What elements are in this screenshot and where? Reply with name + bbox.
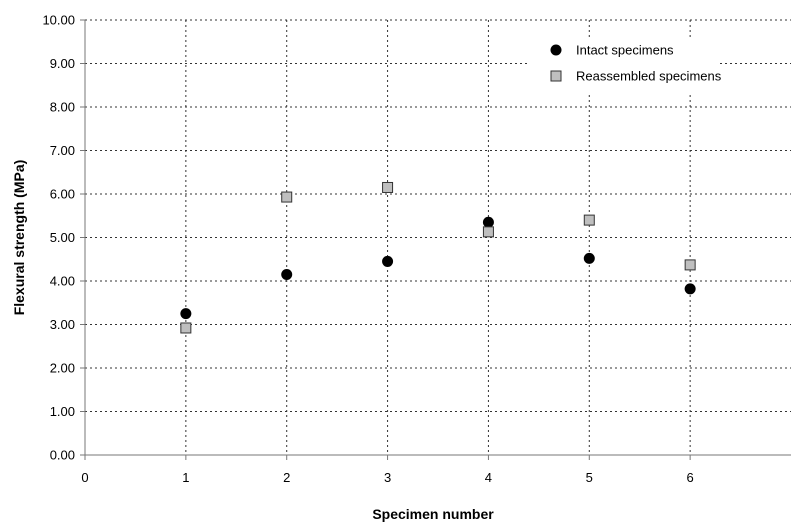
x-tick-label: 4 <box>485 470 492 485</box>
reassembled-point <box>382 181 394 193</box>
x-tick-label: 3 <box>384 470 391 485</box>
x-tick-label: 1 <box>182 470 189 485</box>
data-points <box>180 181 696 334</box>
legend: Intact specimens Reassembled specimens <box>528 38 722 92</box>
y-tick-label: 8.00 <box>50 100 75 115</box>
x-axis-title: Specimen number <box>372 506 494 522</box>
y-tick-label: 0.00 <box>50 448 75 463</box>
intact-point <box>281 268 293 280</box>
y-tick-label: 3.00 <box>50 317 75 332</box>
reassembled-point <box>583 214 595 226</box>
y-tick-label: 5.00 <box>50 230 75 245</box>
x-tick-label: 0 <box>81 470 88 485</box>
reassembled-point <box>684 259 696 271</box>
y-tick-label: 6.00 <box>50 187 75 202</box>
intact-point <box>180 308 192 320</box>
reassembled-point <box>281 191 293 203</box>
intact-point <box>684 283 696 295</box>
legend-label: Intact specimens <box>576 43 674 58</box>
intact-point <box>482 216 494 228</box>
legend-label: Reassembled specimens <box>576 69 722 84</box>
y-tick-label: 9.00 <box>50 56 75 71</box>
intact-point <box>382 255 394 267</box>
y-tick-label: 1.00 <box>50 404 75 419</box>
intact-point <box>583 252 595 264</box>
y-tick-label: 4.00 <box>50 274 75 289</box>
y-axis-title: Flexural strength (MPa) <box>11 160 27 316</box>
reassembled-point <box>482 226 494 238</box>
reassembled-point <box>180 322 192 334</box>
y-tick-label: 7.00 <box>50 143 75 158</box>
legend-marker-intact <box>550 44 562 56</box>
y-tick-label: 2.00 <box>50 361 75 376</box>
tick-labels: 0.00 1.00 2.00 3.00 4.00 5.00 6.00 7.00 8.00 9.00… <box>42 13 693 486</box>
axes <box>80 19 791 460</box>
legend-marker-reassembled <box>550 70 562 82</box>
x-tick-label: 2 <box>283 470 290 485</box>
y-tick-label: 10.00 <box>42 13 75 28</box>
x-tick-label: 5 <box>586 470 593 485</box>
x-tick-label: 6 <box>687 470 694 485</box>
